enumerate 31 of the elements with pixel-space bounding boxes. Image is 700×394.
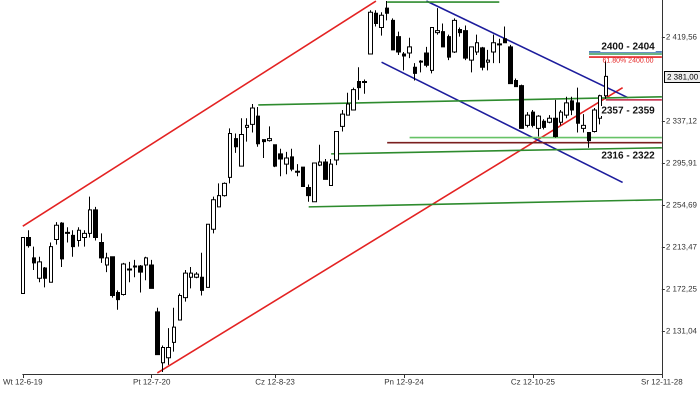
y-tick-label: 2 254,69 [666,200,698,210]
candlestick [503,26,507,44]
candlestick [581,114,586,133]
y-tick-label: 2 131,04 [666,326,698,336]
text: 2 381,00 [667,72,699,82]
x-tick-label: Pn 12-9-24 [384,378,424,386]
candlestick [385,0,389,21]
candlestick [587,132,591,148]
y-tick-label: 2 172,25 [666,284,698,294]
annotation: 2400 - 2404 [601,42,656,52]
candlestick [413,62,417,82]
x-tick-label: Cz 12-8-23 [255,378,296,386]
y-tick-label: 2 213,47 [666,242,698,252]
candlestick [49,242,53,283]
y-tick-label: 2 419,56 [666,32,698,42]
candlestick [228,128,232,184]
candlestick [245,118,249,142]
x-tick-label: Cz 12-10-25 [510,378,556,386]
candlestick [172,307,176,352]
annotation: 2357 - 2359 [601,106,656,116]
candlestick [576,87,580,133]
y-tick-label: 2 295,91 [666,158,698,168]
x-tick-label: Sr 12-11-28 [641,378,684,386]
x-tick-label: Wt 12-6-19 [2,378,44,386]
candlestick [71,230,75,258]
candlestick [402,51,406,71]
candlestick [334,130,339,166]
x-tick-label: Pt 12-7-20 [133,378,171,386]
y-tick-label: 2 337,12 [666,116,698,126]
candlestick [407,37,412,59]
annotation: 2316 - 2322 [601,150,656,162]
